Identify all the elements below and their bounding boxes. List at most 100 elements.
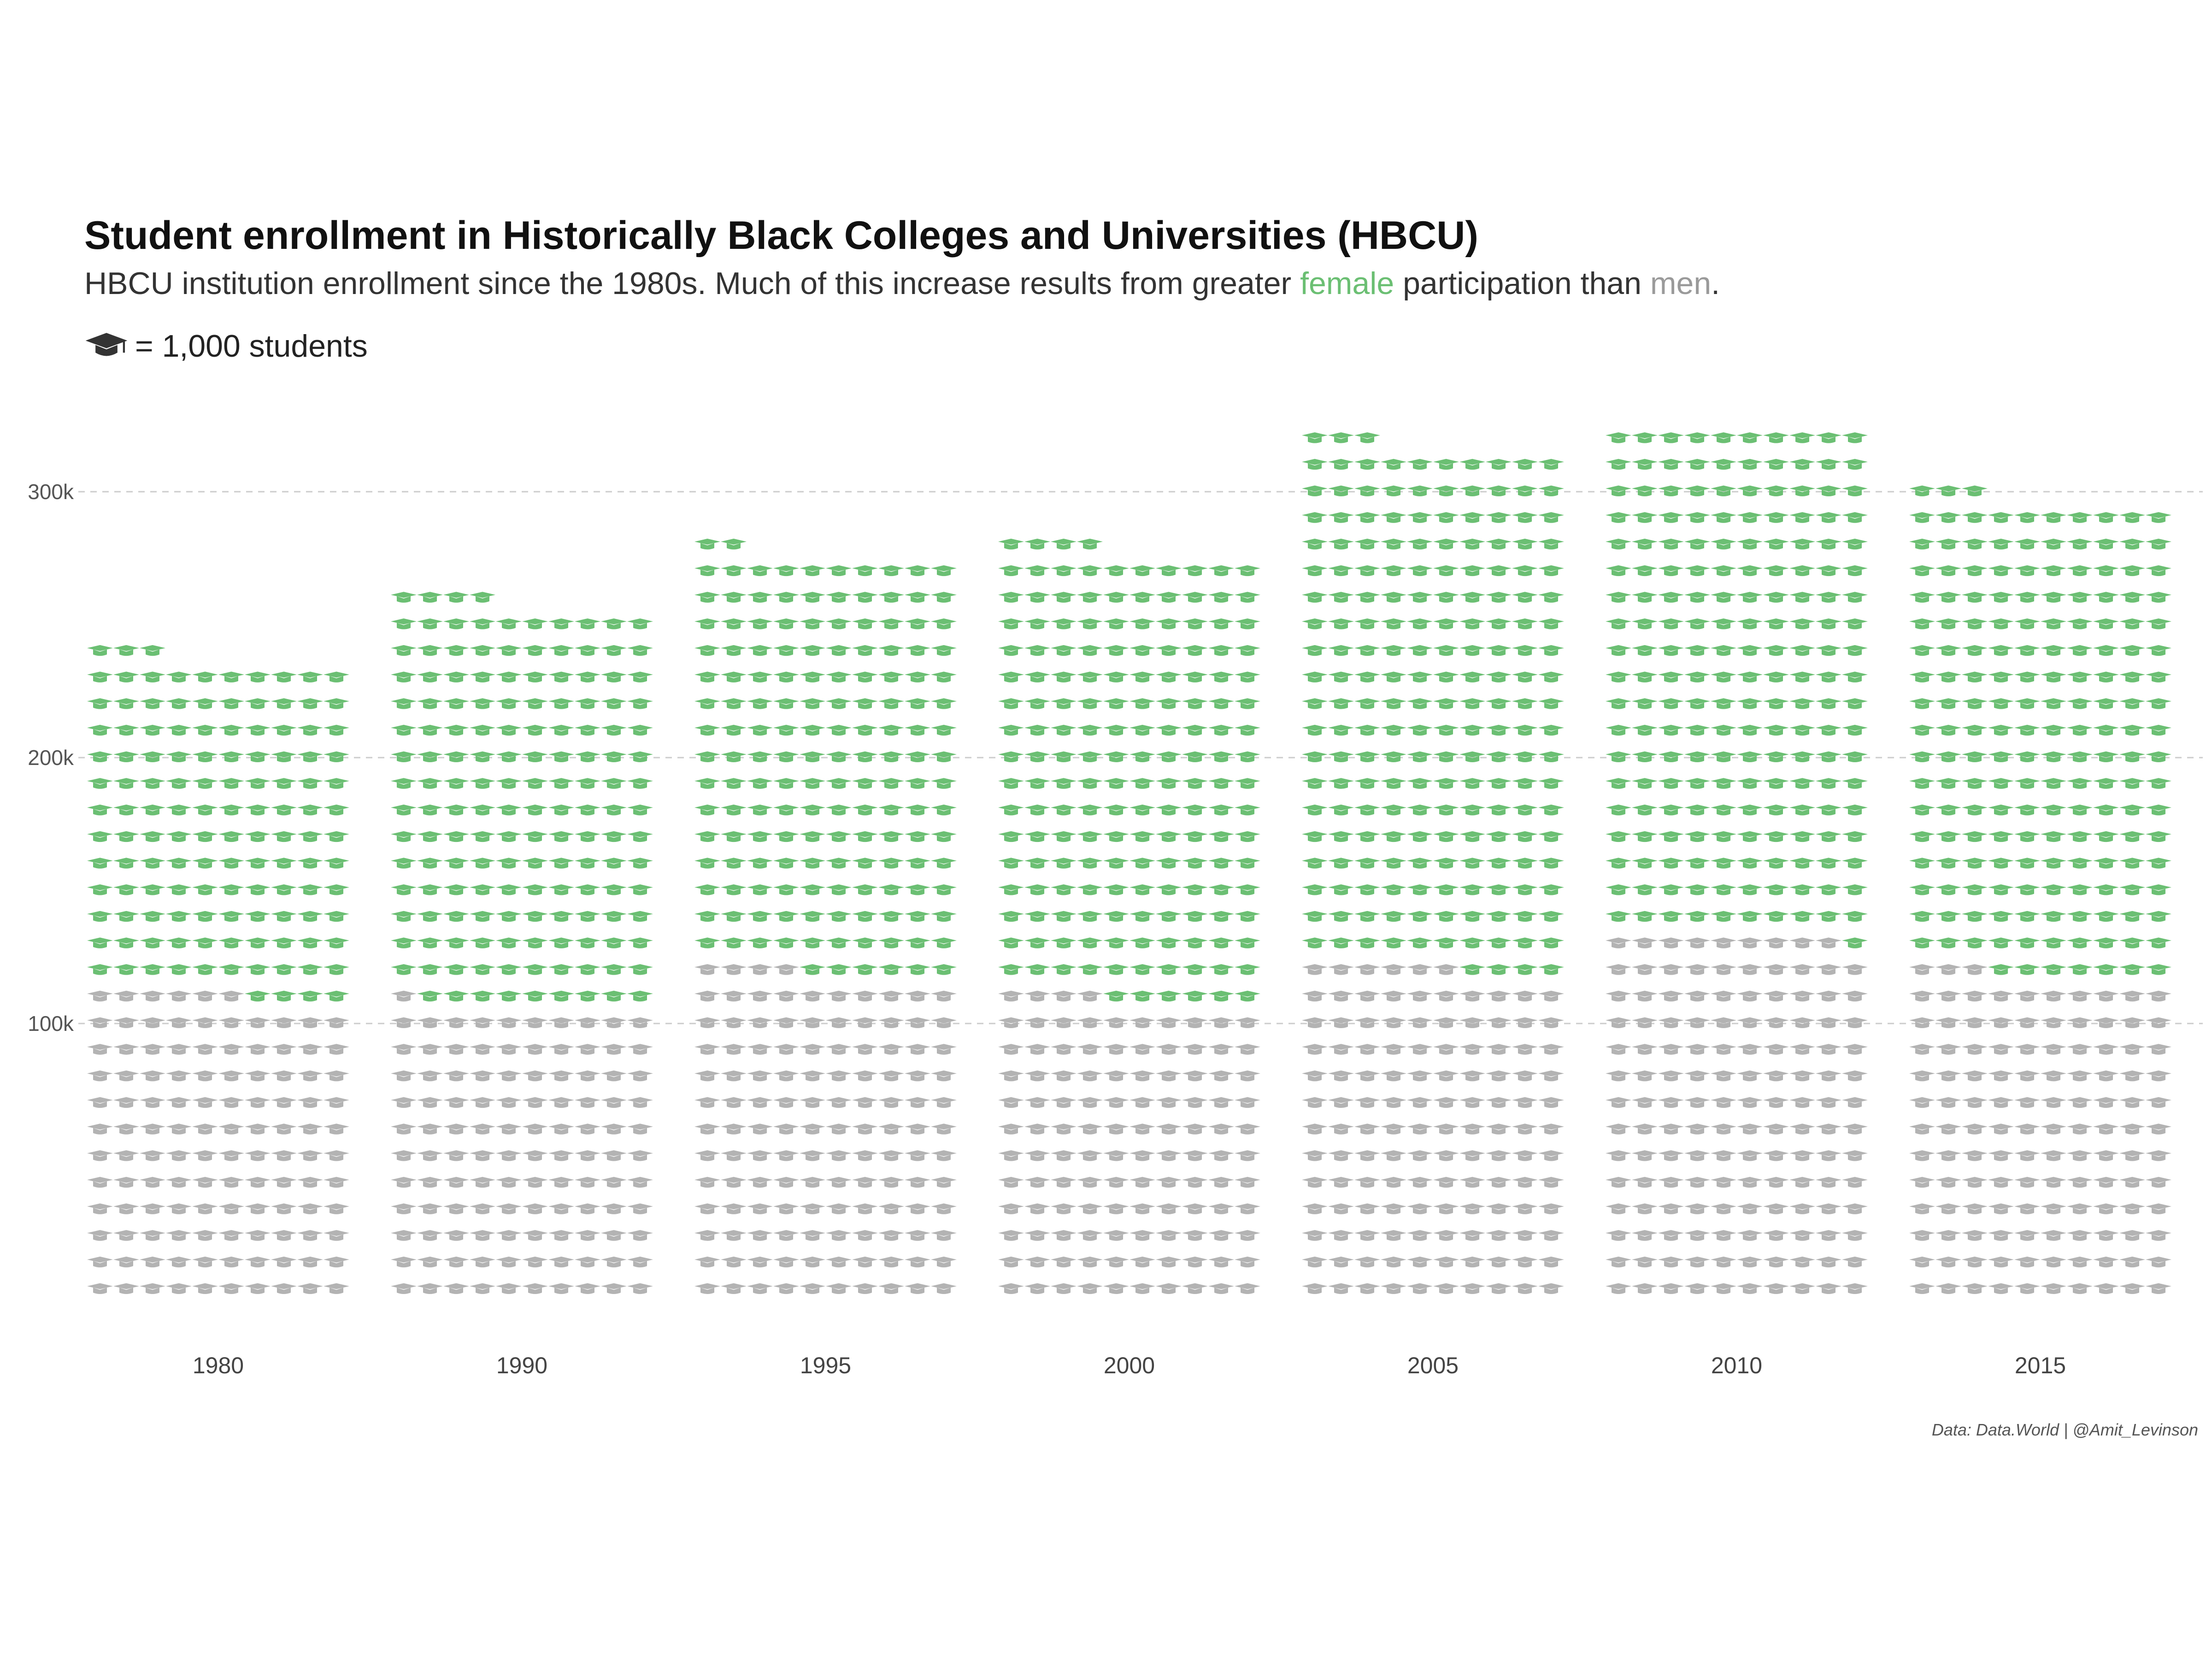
icon-female-1990 bbox=[417, 592, 443, 603]
icon-men-1980 bbox=[140, 1150, 165, 1161]
icon-female-1995 bbox=[931, 831, 957, 842]
icon-men-2015 bbox=[2041, 1044, 2066, 1055]
icon-female-2010 bbox=[1737, 884, 1763, 895]
icon-men-1980 bbox=[218, 1177, 244, 1188]
icon-female-1990 bbox=[522, 858, 548, 869]
icon-female-1995 bbox=[694, 937, 720, 948]
icon-men-2015 bbox=[1962, 1230, 1988, 1241]
icon-female-2015 bbox=[1988, 698, 2014, 709]
icon-female-2015 bbox=[2093, 565, 2119, 577]
icon-men-1995 bbox=[773, 1283, 799, 1294]
icon-female-1990 bbox=[575, 804, 600, 816]
icon-men-1980 bbox=[271, 1203, 297, 1214]
icon-female-1980 bbox=[113, 884, 139, 895]
source-caption: Data: Data.World | @Amit_Levinson bbox=[1932, 1420, 2198, 1440]
icon-female-2010 bbox=[1684, 618, 1710, 629]
icon-female-2000 bbox=[1024, 937, 1050, 948]
icon-female-2015 bbox=[2014, 964, 2040, 975]
icon-female-2015 bbox=[2146, 698, 2171, 709]
icon-female-1995 bbox=[721, 831, 747, 842]
icon-men-2010 bbox=[1737, 937, 1763, 948]
icon-female-2015 bbox=[2014, 858, 2040, 869]
icon-men-2000 bbox=[1130, 1150, 1155, 1161]
icon-female-2000 bbox=[1208, 804, 1234, 816]
icon-female-2005 bbox=[1302, 618, 1328, 629]
icon-men-1995 bbox=[800, 1256, 825, 1268]
icon-female-2015 bbox=[2014, 565, 2040, 577]
icon-men-2000 bbox=[1024, 1124, 1050, 1135]
icon-female-1995 bbox=[721, 937, 747, 948]
icon-female-2010 bbox=[1816, 884, 1841, 895]
icon-men-2010 bbox=[1632, 1070, 1658, 1082]
icon-female-1990 bbox=[548, 911, 574, 922]
icon-female-2005 bbox=[1538, 618, 1564, 629]
icon-men-1995 bbox=[852, 1283, 878, 1294]
icon-men-2000 bbox=[1077, 1150, 1103, 1161]
icon-men-2010 bbox=[1763, 1177, 1789, 1188]
icon-female-1995 bbox=[773, 804, 799, 816]
icon-men-2015 bbox=[2014, 1124, 2040, 1135]
icon-men-2005 bbox=[1328, 1017, 1354, 1028]
icon-female-2015 bbox=[1909, 751, 1935, 762]
icon-men-1980 bbox=[324, 1150, 349, 1161]
icon-female-1990 bbox=[627, 990, 653, 1002]
icon-female-2015 bbox=[1936, 831, 1961, 842]
icon-female-2000 bbox=[1156, 645, 1182, 656]
icon-men-1980 bbox=[140, 1256, 165, 1268]
icon-female-1990 bbox=[522, 937, 548, 948]
icon-men-2000 bbox=[1182, 1097, 1208, 1108]
icon-female-1990 bbox=[391, 592, 417, 603]
icon-men-2000 bbox=[1130, 1203, 1155, 1214]
icon-men-2010 bbox=[1658, 1044, 1684, 1055]
icon-men-1990 bbox=[575, 1283, 600, 1294]
icon-female-2015 bbox=[1936, 937, 1961, 948]
icon-female-1990 bbox=[443, 698, 469, 709]
icon-female-2005 bbox=[1433, 804, 1459, 816]
waffle-column-1980 bbox=[87, 645, 349, 1294]
icon-men-2010 bbox=[1684, 990, 1710, 1002]
icon-men-2005 bbox=[1433, 1044, 1459, 1055]
icon-female-1995 bbox=[694, 884, 720, 895]
icon-female-1995 bbox=[747, 671, 773, 682]
icon-female-2015 bbox=[1962, 485, 1988, 496]
icon-men-2005 bbox=[1538, 1283, 1564, 1294]
icon-men-2015 bbox=[1936, 990, 1961, 1002]
icon-men-1980 bbox=[218, 1017, 244, 1028]
icon-female-2010 bbox=[1632, 858, 1658, 869]
icon-men-2015 bbox=[2067, 1070, 2093, 1082]
icon-men-2015 bbox=[2014, 1044, 2040, 1055]
icon-female-2010 bbox=[1842, 538, 1868, 550]
icon-men-1980 bbox=[245, 1283, 271, 1294]
icon-men-2005 bbox=[1459, 990, 1485, 1002]
icon-female-2005 bbox=[1328, 459, 1354, 470]
y-tick-label: 200k bbox=[28, 746, 74, 770]
icon-men-2010 bbox=[1842, 964, 1868, 975]
icon-female-1980 bbox=[271, 964, 297, 975]
icon-female-1995 bbox=[905, 592, 930, 603]
icon-men-2010 bbox=[1789, 1097, 1815, 1108]
icon-female-2015 bbox=[2146, 858, 2171, 869]
icon-men-1980 bbox=[218, 1097, 244, 1108]
icon-men-2000 bbox=[1208, 1017, 1234, 1028]
icon-female-1995 bbox=[747, 724, 773, 736]
icon-men-2000 bbox=[998, 1150, 1024, 1161]
icon-men-2005 bbox=[1486, 1256, 1512, 1268]
icon-female-2005 bbox=[1512, 724, 1538, 736]
icon-female-2005 bbox=[1328, 671, 1354, 682]
icon-female-2005 bbox=[1486, 538, 1512, 550]
icon-men-2010 bbox=[1684, 1070, 1710, 1082]
icon-female-1995 bbox=[878, 618, 904, 629]
icon-female-2000 bbox=[1051, 778, 1077, 789]
icon-men-1990 bbox=[496, 1177, 522, 1188]
icon-female-2010 bbox=[1789, 858, 1815, 869]
icon-female-2005 bbox=[1433, 911, 1459, 922]
icon-men-2005 bbox=[1354, 1203, 1380, 1214]
icon-female-1995 bbox=[800, 964, 825, 975]
icon-female-1980 bbox=[166, 724, 192, 736]
icon-female-2005 bbox=[1459, 884, 1485, 895]
icon-men-2000 bbox=[998, 1230, 1024, 1241]
icon-men-2000 bbox=[1235, 1203, 1260, 1214]
icon-female-2005 bbox=[1512, 911, 1538, 922]
icon-female-2005 bbox=[1328, 592, 1354, 603]
icon-female-1980 bbox=[271, 671, 297, 682]
